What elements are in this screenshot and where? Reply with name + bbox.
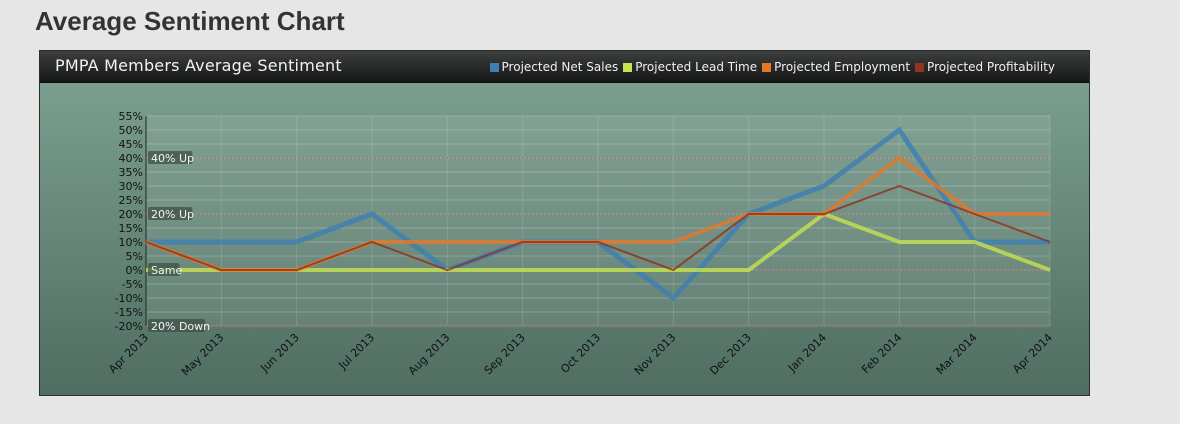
x-tick-label: Nov 2013 bbox=[632, 331, 679, 378]
legend-swatch bbox=[489, 62, 499, 72]
y-tick-label: 0% bbox=[126, 264, 143, 277]
x-tick-label: Jul 2013 bbox=[336, 331, 378, 373]
y-tick-label: -5% bbox=[122, 278, 143, 291]
chart-header: PMPA Members Average Sentiment Projected… bbox=[40, 51, 1089, 83]
legend-swatch bbox=[623, 62, 633, 72]
reference-label-bg bbox=[148, 263, 180, 276]
plot-area bbox=[146, 116, 1050, 326]
y-tick-label: 20% bbox=[119, 208, 143, 221]
reference-label: Same bbox=[151, 264, 182, 277]
reference-label-bg bbox=[148, 207, 193, 220]
x-tick-label: Oct 2013 bbox=[558, 331, 603, 376]
x-tick-label: Mar 2014 bbox=[934, 331, 980, 377]
legend-item: Projected Net Sales bbox=[489, 60, 619, 74]
legend-swatch bbox=[762, 62, 772, 72]
legend-label: Projected Net Sales bbox=[501, 60, 619, 74]
x-tick-label: Aug 2013 bbox=[406, 331, 453, 378]
x-tick-label: Sep 2013 bbox=[482, 331, 528, 377]
x-tick-label: May 2013 bbox=[179, 331, 227, 379]
y-tick-label: 50% bbox=[119, 124, 143, 137]
y-tick-label: 45% bbox=[119, 138, 143, 151]
y-tick-label: 25% bbox=[119, 194, 143, 207]
reference-label-bg bbox=[148, 319, 206, 332]
chart-panel: PMPA Members Average Sentiment Projected… bbox=[39, 50, 1090, 396]
chart-legend: Projected Net Sales Projected Lead Time Pr… bbox=[489, 60, 1055, 74]
legend-label: Projected Lead Time bbox=[635, 60, 758, 74]
legend-item: Projected Lead Time bbox=[623, 60, 757, 74]
y-tick-label: 10% bbox=[119, 236, 143, 249]
legend-label: Projected Profitability bbox=[927, 60, 1055, 74]
y-tick-label: -20% bbox=[115, 320, 143, 333]
reference-label: 20% Up bbox=[151, 208, 194, 221]
y-tick-label: -10% bbox=[115, 292, 143, 305]
legend-item: Projected Profitability bbox=[915, 60, 1055, 74]
legend-label: Projected Employment bbox=[774, 60, 911, 74]
x-tick-label: Apr 2014 bbox=[1010, 331, 1055, 376]
x-tick-label: Dec 2013 bbox=[707, 331, 754, 378]
y-tick-label: 15% bbox=[119, 222, 143, 235]
x-tick-label: Jun 2013 bbox=[257, 331, 301, 375]
y-tick-label: -15% bbox=[115, 306, 143, 319]
reference-label-bg bbox=[148, 151, 193, 164]
y-tick-label: 35% bbox=[119, 166, 143, 179]
y-tick-label: 40% bbox=[119, 152, 143, 165]
y-tick-label: 55% bbox=[119, 110, 143, 123]
x-tick-label: Jan 2014 bbox=[785, 331, 829, 375]
chart-title: PMPA Members Average Sentiment bbox=[55, 56, 342, 75]
x-tick-label: Apr 2013 bbox=[106, 331, 151, 376]
y-tick-label: 30% bbox=[119, 180, 143, 193]
reference-label: 40% Up bbox=[151, 152, 194, 165]
legend-swatch bbox=[915, 62, 925, 72]
x-tick-label: Feb 2014 bbox=[859, 331, 904, 376]
y-tick-label: 5% bbox=[126, 250, 143, 263]
page-title: Average Sentiment Chart bbox=[35, 6, 345, 36]
series-line-projected-profitability bbox=[145, 184, 1051, 272]
reference-label: 20% Down bbox=[151, 320, 210, 333]
legend-item: Projected Employment bbox=[762, 60, 910, 74]
line-chart: 55%50%45%40%35%30%25%20%15%10%5%0%-5%-10… bbox=[106, 110, 1055, 379]
